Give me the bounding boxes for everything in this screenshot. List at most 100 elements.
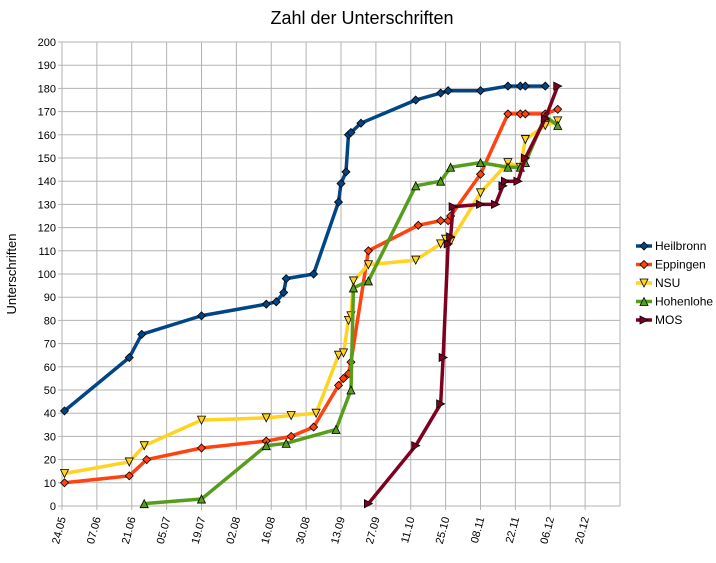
y-tick-label: 190	[38, 60, 56, 72]
data-point-eppingen	[553, 104, 563, 114]
x-tick-label: 24.05	[50, 516, 69, 546]
data-point-nsu	[363, 260, 374, 270]
data-point-nsu	[196, 415, 207, 426]
data-point-nsu	[261, 413, 271, 423]
x-tick-label: 07.06	[85, 516, 104, 546]
x-tick-label: 13.09	[329, 516, 348, 546]
data-point-heilbronn	[540, 81, 550, 91]
data-point-mos	[553, 81, 563, 91]
data-point-hohenlohe	[281, 438, 291, 448]
legend-label-mos: MOS	[655, 313, 682, 327]
chart-title: Zahl der Unterschriften	[270, 8, 453, 28]
y-tick-label: 60	[44, 362, 56, 374]
x-tick-label: 06.12	[538, 516, 557, 546]
legend-marker-heilbronn	[639, 241, 649, 251]
data-point-hohenlohe	[411, 180, 421, 191]
data-point-hohenlohe	[553, 120, 563, 130]
data-point-eppingen	[59, 478, 70, 488]
data-point-mos	[520, 153, 531, 163]
legend-label-nsu: NSU	[655, 276, 680, 290]
series-layer	[59, 81, 563, 509]
data-point-eppingen	[333, 380, 344, 390]
series-line-mos	[367, 85, 560, 505]
y-tick-label: 20	[44, 455, 56, 467]
data-point-eppingen	[475, 169, 486, 179]
data-point-heilbronn	[411, 95, 421, 105]
y-tick-label: 100	[38, 269, 56, 281]
legend-marker-hohenlohe	[639, 296, 649, 306]
legend-marker-nsu	[639, 278, 649, 288]
legend-marker-mos	[639, 315, 649, 325]
data-point-heilbronn	[503, 81, 513, 91]
data-point-mos	[448, 202, 458, 212]
data-point-heilbronn	[443, 86, 453, 96]
data-point-nsu	[139, 441, 149, 451]
y-tick-label: 40	[44, 408, 56, 420]
data-point-hohenlohe	[363, 276, 374, 286]
y-tick-label: 200	[38, 37, 56, 49]
x-tick-label: 20.12	[573, 516, 592, 546]
y-tick-label: 160	[38, 130, 56, 142]
data-point-mos	[513, 176, 523, 186]
legend-label-eppingen: Eppingen	[655, 258, 706, 272]
data-point-hohenlohe	[348, 283, 359, 293]
data-point-hohenlohe	[261, 440, 271, 451]
data-point-heilbronn	[336, 178, 346, 189]
data-point-heilbronn	[356, 118, 366, 128]
y-tick-label: 170	[38, 107, 56, 119]
x-tick-label: 11.10	[399, 516, 418, 545]
data-point-heilbronn	[281, 274, 291, 284]
grid	[61, 41, 621, 507]
x-tick-label: 19.07	[190, 516, 209, 546]
data-point-nsu	[338, 348, 349, 358]
x-tick-label: 21.06	[120, 516, 139, 546]
data-point-heilbronn	[333, 197, 344, 207]
data-point-heilbronn	[59, 406, 70, 416]
data-point-eppingen	[503, 109, 513, 119]
data-point-nsu	[286, 411, 296, 421]
data-point-heilbronn	[279, 287, 289, 298]
legend-item-hohenlohe: Hohenlohe	[636, 295, 713, 309]
data-point-nsu	[124, 457, 134, 467]
data-point-eppingen	[142, 455, 152, 465]
data-point-mos	[540, 113, 551, 124]
data-point-hohenlohe	[346, 385, 356, 395]
legend-label-hohenlohe: Hohenlohe	[655, 295, 713, 309]
data-point-hohenlohe	[196, 494, 207, 504]
x-tick-label: 08.11	[469, 516, 488, 545]
data-point-heilbronn	[436, 88, 446, 98]
legend-marker-eppingen	[639, 259, 649, 270]
data-point-eppingen	[309, 422, 319, 432]
data-point-nsu	[411, 255, 421, 265]
data-point-nsu	[435, 239, 446, 249]
data-point-hohenlohe	[503, 162, 513, 172]
data-point-mos	[491, 199, 501, 210]
y-tick-label: 80	[44, 315, 56, 327]
y-tick-label: 120	[38, 223, 56, 235]
data-point-hohenlohe	[139, 498, 149, 509]
y-tick-label: 150	[38, 153, 56, 165]
data-point-eppingen	[338, 373, 349, 383]
data-point-heilbronn	[520, 81, 530, 91]
data-point-eppingen	[196, 443, 207, 453]
data-point-hohenlohe	[445, 162, 456, 172]
data-point-eppingen	[124, 471, 134, 481]
y-tick-label: 30	[44, 431, 56, 443]
x-tick-label: 16.08	[259, 516, 278, 546]
series-line-eppingen	[64, 107, 559, 485]
data-point-nsu	[520, 135, 530, 145]
data-point-heilbronn	[137, 329, 147, 339]
data-point-heilbronn	[346, 127, 356, 138]
data-point-nsu	[333, 350, 344, 361]
data-point-heilbronn	[196, 311, 207, 321]
legend-label-heilbronn: Heilbronn	[655, 239, 706, 253]
data-point-mos	[436, 399, 446, 409]
y-tick-label: 90	[44, 292, 56, 304]
series-mos	[364, 81, 563, 509]
legend-item-heilbronn: Heilbronn	[636, 239, 706, 253]
y-tick-label: 70	[44, 339, 56, 351]
x-tick-label: 22.11	[504, 516, 523, 545]
y-axis-label: Unterschriften	[4, 234, 19, 315]
x-tick-label: 25.10	[434, 516, 453, 546]
